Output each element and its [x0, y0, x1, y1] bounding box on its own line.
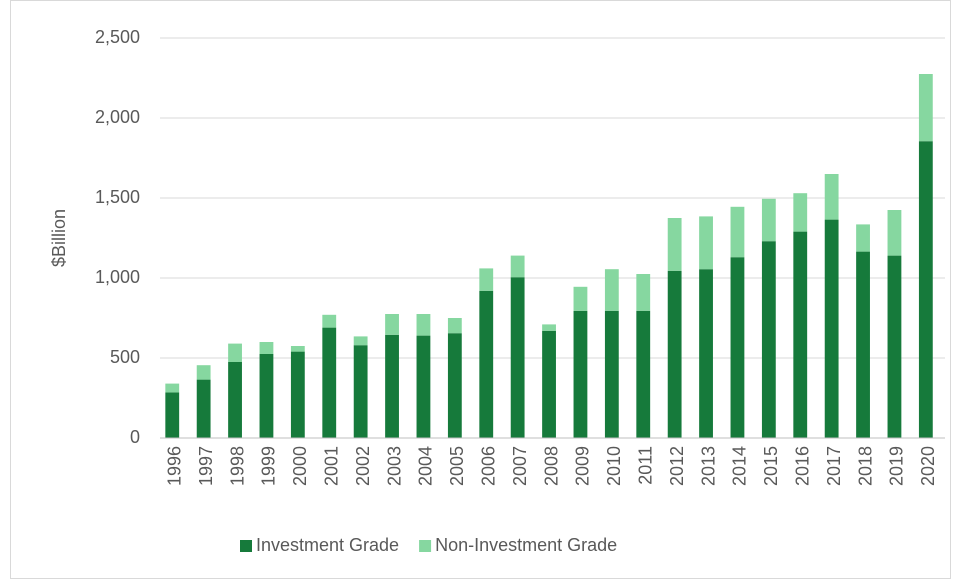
y-tick-label: 2,500	[95, 27, 140, 47]
bar-segment	[730, 206, 745, 258]
x-tick-label: 2009	[573, 446, 593, 486]
bar-segment	[761, 198, 776, 242]
bar-segment	[416, 314, 431, 336]
bar-segment	[228, 343, 242, 362]
y-tick-label: 2,000	[95, 107, 140, 127]
x-tick-label: 2006	[478, 446, 498, 486]
bar-segment	[636, 274, 651, 311]
bar-segment	[322, 314, 337, 328]
x-tick-label: 2005	[447, 446, 467, 486]
x-tick-label: 1998	[227, 446, 247, 486]
bar-segment	[479, 268, 494, 291]
bar-segment	[918, 74, 933, 142]
bar-segment	[604, 310, 619, 438]
bar-segment	[290, 346, 305, 352]
legend-swatch	[240, 540, 252, 552]
x-tick-label: 2000	[290, 446, 310, 486]
bar-segment	[761, 241, 776, 438]
bar-segment	[228, 362, 242, 438]
x-tick-label: 2002	[353, 446, 373, 486]
y-tick-label: 1,000	[95, 267, 140, 287]
bar-segment	[353, 345, 368, 438]
x-tick-label: 2017	[824, 446, 844, 486]
bar-segment	[856, 224, 870, 252]
bar-segment	[290, 351, 305, 438]
x-tick-label: 1997	[196, 446, 216, 486]
bar-segment	[667, 218, 682, 271]
x-tick-label: 2007	[510, 446, 530, 486]
bar-segment	[793, 193, 808, 232]
x-tick-label: 2018	[855, 446, 875, 486]
bar-segment	[730, 257, 745, 438]
bar-segment	[636, 310, 651, 438]
bar-segment	[542, 324, 556, 331]
legend-swatch	[419, 540, 432, 552]
x-tick-label: 2015	[761, 446, 781, 486]
bar-segment	[479, 290, 494, 438]
x-tick-label: 2008	[541, 446, 561, 486]
bar-segment	[259, 354, 274, 438]
x-tick-label: 2012	[667, 446, 687, 486]
x-tick-label: 2003	[384, 446, 404, 486]
x-tick-label: 1999	[259, 446, 279, 486]
y-tick-label: 1,500	[95, 187, 140, 207]
bar-segment	[385, 314, 399, 335]
bar-segment	[887, 255, 902, 438]
x-tick-label: 2004	[416, 446, 436, 486]
x-tick-label: 2011	[635, 446, 655, 485]
bar-segment	[416, 335, 431, 438]
x-tick-label: 2013	[698, 446, 718, 486]
y-tick-label: 500	[110, 347, 140, 367]
bar-segment	[196, 379, 211, 438]
bar-segment	[385, 334, 399, 438]
y-axis-label: $Billion	[49, 209, 69, 267]
bar-segment	[510, 277, 525, 438]
bar-segment	[793, 231, 808, 438]
bar-segment	[604, 269, 619, 311]
x-tick-label: 2020	[918, 446, 938, 486]
bar-segment	[447, 318, 462, 334]
legend-label: Non-Investment Grade	[435, 535, 617, 555]
x-tick-label: 1996	[164, 446, 184, 486]
bar-segment	[510, 255, 525, 278]
bar-segment	[824, 219, 839, 438]
bar-segment	[259, 342, 274, 354]
x-tick-label: 2014	[730, 446, 750, 486]
bar-segment	[667, 270, 682, 438]
bar-segment	[322, 327, 337, 438]
bar-segment	[699, 269, 713, 438]
bar-segment	[573, 286, 588, 311]
bar-segment	[918, 141, 933, 438]
bar-segment	[573, 310, 588, 438]
bar-segment	[165, 383, 180, 393]
legend-label: Investment Grade	[256, 535, 399, 555]
bar-segment	[447, 333, 462, 438]
bar-segment	[542, 330, 556, 438]
x-tick-label: 2016	[792, 446, 812, 486]
y-tick-label: 0	[130, 427, 140, 447]
x-tick-label: 2001	[321, 446, 341, 486]
bar-segment	[196, 365, 211, 380]
bar-segment	[856, 251, 870, 438]
bar-segment	[887, 210, 902, 256]
bar-segment	[824, 174, 839, 220]
bar-segment	[353, 336, 368, 346]
x-tick-label: 2010	[604, 446, 624, 486]
bar-segment	[699, 216, 713, 270]
bar-segment	[165, 392, 180, 438]
x-tick-label: 2019	[887, 446, 907, 486]
